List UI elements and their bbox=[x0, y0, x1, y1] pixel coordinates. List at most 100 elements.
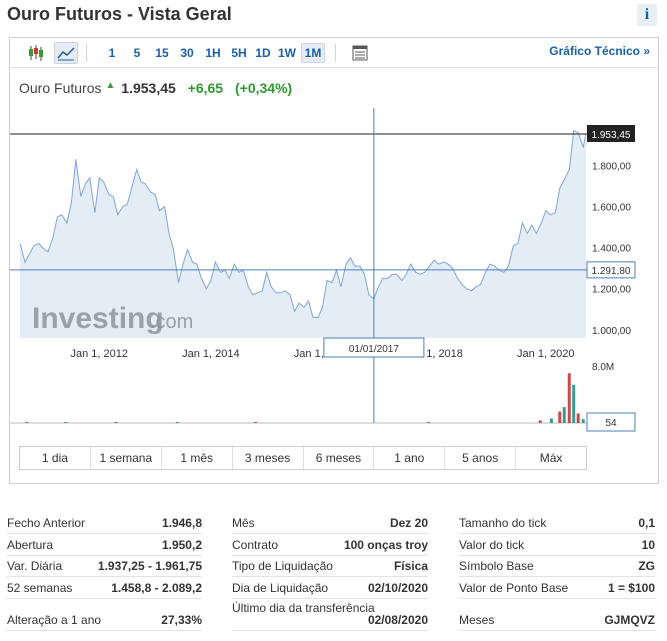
volume-bar bbox=[567, 373, 571, 423]
interval-button-1w[interactable]: 1W bbox=[278, 46, 296, 60]
stat-row: Contrato 100 onças troy bbox=[232, 534, 428, 556]
range-button[interactable]: 1 mês bbox=[162, 447, 233, 469]
interval-button-1h[interactable]: 1H bbox=[205, 46, 221, 60]
stat-row: Último dia da transferência 02/08/2020 bbox=[232, 599, 428, 631]
stat-row: Símbolo Base ZG bbox=[459, 556, 655, 578]
volume-bar bbox=[175, 422, 179, 423]
last-price: 1.953,45 bbox=[121, 80, 176, 96]
stat-row: Dia de Liquidação 02/10/2020 bbox=[232, 577, 428, 599]
watermark-brand: Investing bbox=[32, 302, 164, 335]
stat-row: Valor do tick 10 bbox=[459, 534, 655, 556]
y-tick-label: 1.000,00 bbox=[592, 326, 631, 337]
stat-label: Alteração a 1 ano bbox=[7, 612, 102, 627]
toolbar-divider bbox=[86, 44, 87, 62]
toolbar-divider bbox=[335, 44, 336, 62]
interval-button-1[interactable]: 1 bbox=[108, 46, 116, 60]
stat-value: 0,1 bbox=[638, 516, 655, 531]
volume-bar bbox=[25, 422, 29, 423]
interval-button-1d[interactable]: 1D bbox=[255, 46, 271, 60]
stat-label: 52 semanas bbox=[7, 580, 73, 595]
volume-cursor-box bbox=[586, 412, 636, 432]
stat-value: 1.946,8 bbox=[161, 516, 202, 531]
stat-value: 02/10/2020 bbox=[367, 580, 428, 595]
range-button[interactable]: 1 semana bbox=[91, 447, 162, 469]
page-title: Ouro Futuros - Vista Geral bbox=[7, 4, 232, 24]
price-change-percent: (+0,34%) bbox=[235, 80, 293, 96]
volume-bar bbox=[114, 422, 118, 423]
quote-header: Ouro Futuros ▲ 1.953,45 +6,65 (+0,34%) bbox=[19, 80, 292, 100]
stat-row: Tipo de Liquidação Física bbox=[232, 556, 428, 578]
stat-row: Valor de Ponto Base 1 = $100 bbox=[459, 577, 655, 599]
range-button[interactable]: 5 anos bbox=[445, 447, 517, 469]
chart-toolbar: 1 5 15 30 1H 5H 1D 1W 1M Gráfico Técnico » bbox=[10, 38, 658, 68]
stat-value: ZG bbox=[638, 559, 655, 574]
stat-label: Mês bbox=[232, 516, 255, 531]
stats-column-1: Fecho Anterior 1.946,8 Abertura 1.950,2 Var.… bbox=[7, 513, 202, 631]
y-tick-label: 1.400,00 bbox=[592, 244, 631, 255]
stat-label: Meses bbox=[459, 612, 495, 627]
chart-panel: 1 5 15 30 1H 5H 1D 1W 1M Gráfico Técnico » Ouro … bbox=[9, 37, 659, 484]
volume-bar bbox=[558, 411, 562, 423]
price-line bbox=[19, 129, 587, 318]
stat-row: Fecho Anterior 1.946,8 bbox=[7, 513, 202, 535]
crosshair-price-label: 1.291,80 bbox=[592, 266, 631, 277]
volume-bar bbox=[581, 419, 585, 423]
area-chart-icon[interactable] bbox=[54, 42, 78, 64]
stat-value: Física bbox=[393, 559, 428, 574]
last-price-box bbox=[587, 124, 635, 142]
y-tick-label: 1.800,00 bbox=[592, 162, 631, 173]
stat-value: 100 onças troy bbox=[343, 537, 428, 552]
volume-bar bbox=[572, 384, 576, 423]
x-tick-label: Jan 1, 2012 bbox=[71, 348, 129, 360]
stat-value: GJMQVZ bbox=[604, 612, 655, 627]
up-arrow-icon: ▲ bbox=[105, 80, 116, 91]
interval-button-15[interactable]: 15 bbox=[155, 46, 169, 60]
stat-value: 27,33% bbox=[161, 612, 202, 627]
range-button[interactable]: 6 meses bbox=[304, 447, 375, 469]
interval-button-30[interactable]: 30 bbox=[180, 46, 194, 60]
stats-column-3: Tamanho do tick 0,1 Valor do tick 10 Símbolo… bbox=[459, 513, 655, 631]
interval-button-5[interactable]: 5 bbox=[133, 46, 141, 60]
range-button[interactable]: 3 meses bbox=[233, 447, 304, 469]
stat-value: 02/08/2020 bbox=[367, 612, 428, 627]
stat-label: Dia de Liquidação bbox=[232, 580, 329, 595]
volume-bar bbox=[254, 422, 258, 423]
range-button[interactable]: Máx bbox=[539, 451, 563, 465]
stat-row: Var. Diária 1.937,25 - 1.961,75 bbox=[7, 556, 202, 578]
stat-row: Alteração a 1 ano 27,33% bbox=[7, 599, 202, 631]
volume-bar bbox=[576, 413, 580, 423]
stat-label: Tamanho do tick bbox=[459, 516, 547, 531]
stat-value: 1.937,25 - 1.961,75 bbox=[97, 559, 202, 574]
stat-label: Var. Diária bbox=[7, 559, 63, 574]
y-tick-label: 1.600,00 bbox=[592, 203, 631, 214]
stat-row: 52 semanas 1.458,8 - 2.089,2 bbox=[7, 577, 202, 599]
range-button[interactable]: 1 dia bbox=[20, 447, 91, 469]
info-icon[interactable]: i bbox=[637, 4, 657, 26]
stat-value: 1.458,8 - 2.089,2 bbox=[111, 580, 202, 595]
crosshair-price-box bbox=[586, 261, 636, 279]
stat-row: Mês Dez 20 bbox=[232, 513, 428, 535]
stat-label: Valor de Ponto Base bbox=[459, 580, 569, 595]
volume-max-label: 8.0M bbox=[592, 362, 614, 373]
technical-chart-link[interactable]: Gráfico Técnico » bbox=[549, 44, 650, 58]
volume-bar bbox=[64, 422, 68, 423]
stat-label: Contrato bbox=[232, 537, 279, 552]
volume-bar bbox=[549, 418, 553, 423]
x-tick-label: Jan 1, 2020 bbox=[517, 348, 575, 360]
y-tick-label: 1.200,00 bbox=[592, 285, 631, 296]
candlestick-icon[interactable] bbox=[24, 42, 48, 64]
volume-cursor-label: 54 bbox=[605, 418, 617, 429]
x-tick-label: Jan 1, 2014 bbox=[182, 348, 240, 360]
price-chart[interactable]: Investing.com 1.953,45 1.800,00 1.600,00 1.4… bbox=[10, 38, 658, 438]
watermark-suffix: .com bbox=[150, 311, 193, 333]
range-button[interactable]: 1 ano bbox=[374, 447, 446, 469]
stat-value: 1.950,2 bbox=[161, 537, 202, 552]
stat-label: Abertura bbox=[7, 537, 54, 552]
interval-button-5h[interactable]: 5H bbox=[231, 46, 247, 60]
stat-row: Meses GJMQVZ bbox=[459, 599, 655, 631]
volume-bar bbox=[427, 422, 431, 423]
stat-row: Tamanho do tick 0,1 bbox=[459, 513, 655, 535]
stat-value: 1 = $100 bbox=[607, 580, 655, 595]
table-icon[interactable] bbox=[348, 42, 372, 64]
interval-button-1m[interactable]: 1M bbox=[301, 43, 325, 63]
